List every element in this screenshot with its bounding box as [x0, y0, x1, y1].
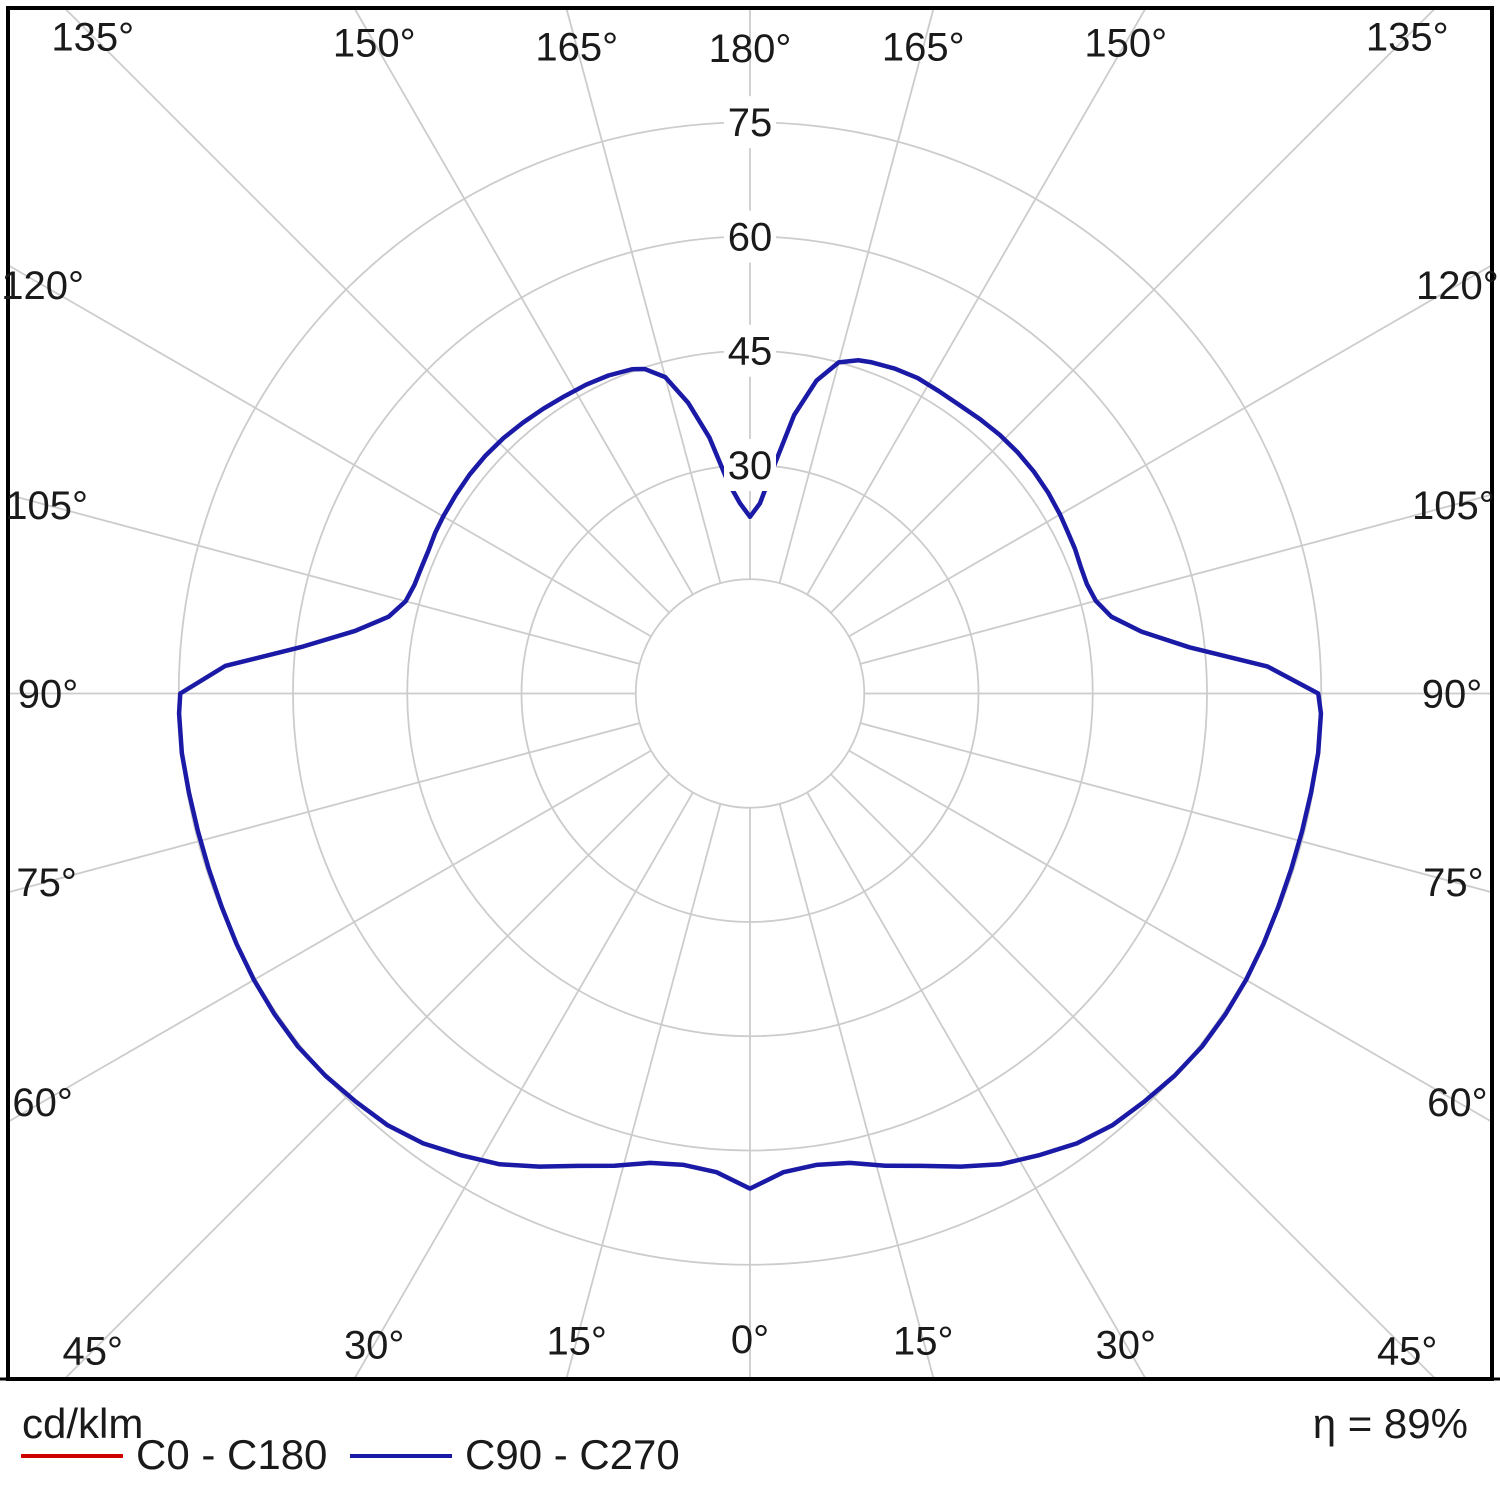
svg-text:15°: 15° — [546, 1319, 607, 1363]
svg-text:C0 - C180: C0 - C180 — [136, 1431, 327, 1478]
svg-text:135°: 135° — [1366, 15, 1449, 59]
svg-text:30: 30 — [728, 444, 773, 488]
svg-text:30°: 30° — [344, 1323, 405, 1367]
svg-text:105°: 105° — [5, 484, 88, 528]
svg-text:0°: 0° — [731, 1318, 769, 1362]
svg-text:120°: 120° — [1416, 264, 1499, 308]
svg-text:60: 60 — [728, 216, 773, 260]
svg-text:45°: 45° — [1377, 1330, 1438, 1374]
svg-text:η = 89%: η = 89% — [1313, 1400, 1468, 1447]
svg-text:C90 - C270: C90 - C270 — [465, 1431, 680, 1478]
svg-text:60°: 60° — [1427, 1081, 1488, 1125]
svg-text:180°: 180° — [709, 27, 792, 71]
svg-text:120°: 120° — [1, 264, 84, 308]
svg-text:165°: 165° — [535, 26, 618, 70]
svg-text:15°: 15° — [893, 1319, 954, 1363]
svg-text:75: 75 — [728, 101, 773, 145]
svg-text:150°: 150° — [333, 22, 416, 66]
svg-text:45: 45 — [728, 330, 773, 374]
svg-text:75°: 75° — [1423, 861, 1484, 905]
svg-text:60°: 60° — [12, 1081, 73, 1125]
svg-text:150°: 150° — [1084, 22, 1167, 66]
svg-text:105°: 105° — [1412, 484, 1495, 528]
svg-text:45°: 45° — [63, 1330, 124, 1374]
svg-text:75°: 75° — [16, 861, 77, 905]
svg-text:cd/klm: cd/klm — [22, 1400, 143, 1447]
svg-text:30°: 30° — [1096, 1323, 1157, 1367]
svg-text:90°: 90° — [18, 673, 79, 717]
svg-text:135°: 135° — [51, 15, 134, 59]
svg-text:165°: 165° — [882, 26, 965, 70]
svg-text:90°: 90° — [1422, 673, 1483, 717]
